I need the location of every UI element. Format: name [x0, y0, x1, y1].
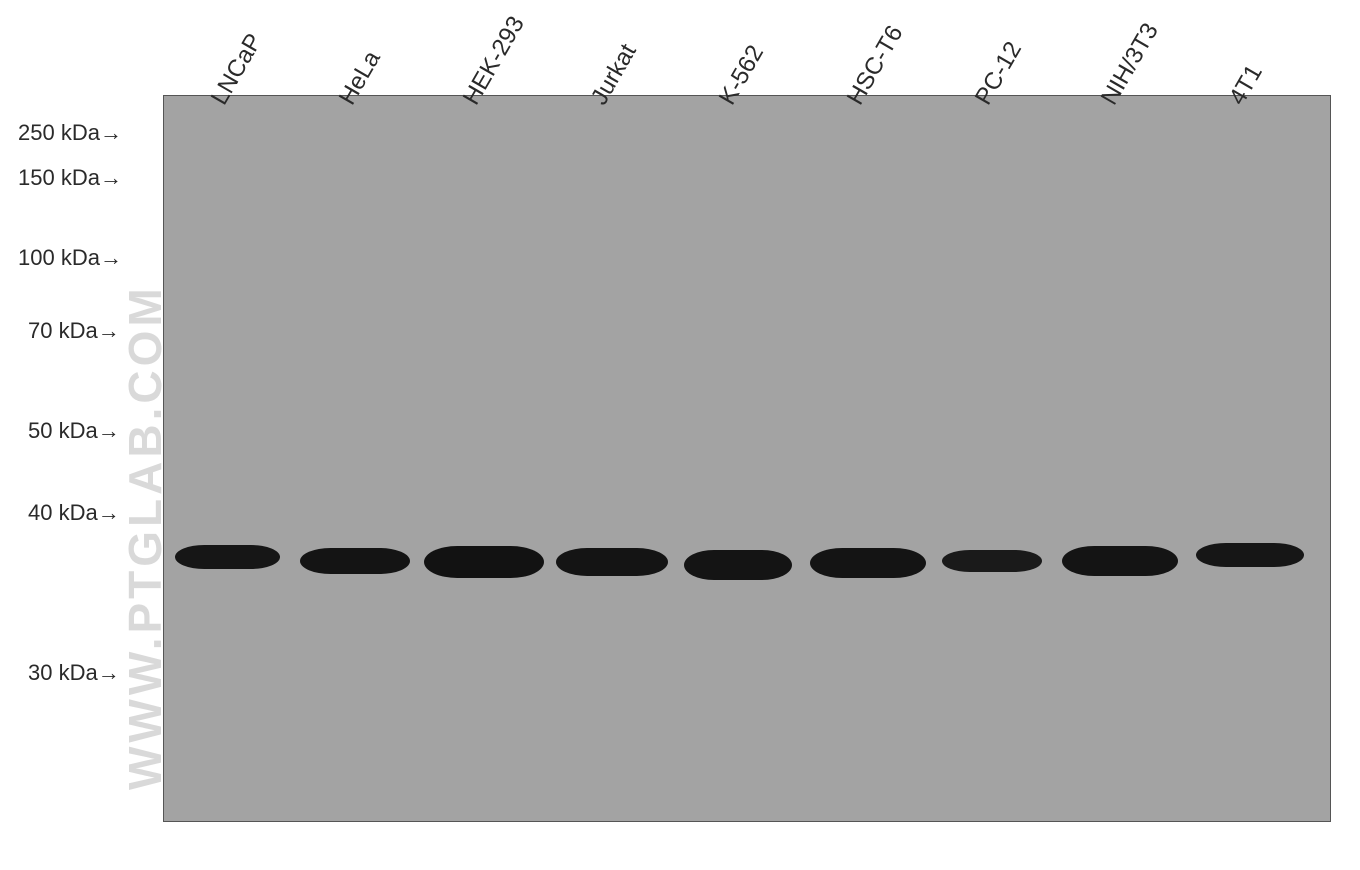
protein-band — [810, 548, 926, 578]
mw-marker-label: 30 kDa→ — [28, 660, 120, 686]
western-blot-figure: LNCaPHeLaHEK-293JurkatK-562HSC-T6PC-12NI… — [0, 0, 1360, 870]
protein-band — [942, 550, 1042, 572]
protein-band — [1062, 546, 1178, 576]
protein-band — [556, 548, 668, 576]
protein-band — [300, 548, 410, 574]
protein-band — [424, 546, 544, 578]
protein-band — [175, 545, 280, 569]
mw-marker-label: 40 kDa→ — [28, 500, 120, 526]
mw-marker-label: 50 kDa→ — [28, 418, 120, 444]
protein-band — [684, 550, 792, 580]
mw-marker-label: 250 kDa→ — [18, 120, 122, 146]
mw-marker-label: 70 kDa→ — [28, 318, 120, 344]
mw-marker-label: 100 kDa→ — [18, 245, 122, 271]
watermark: WWW.PTGLAB.COM — [118, 284, 172, 790]
blot-membrane — [163, 95, 1331, 822]
protein-band — [1196, 543, 1304, 567]
mw-marker-label: 150 kDa→ — [18, 165, 122, 191]
